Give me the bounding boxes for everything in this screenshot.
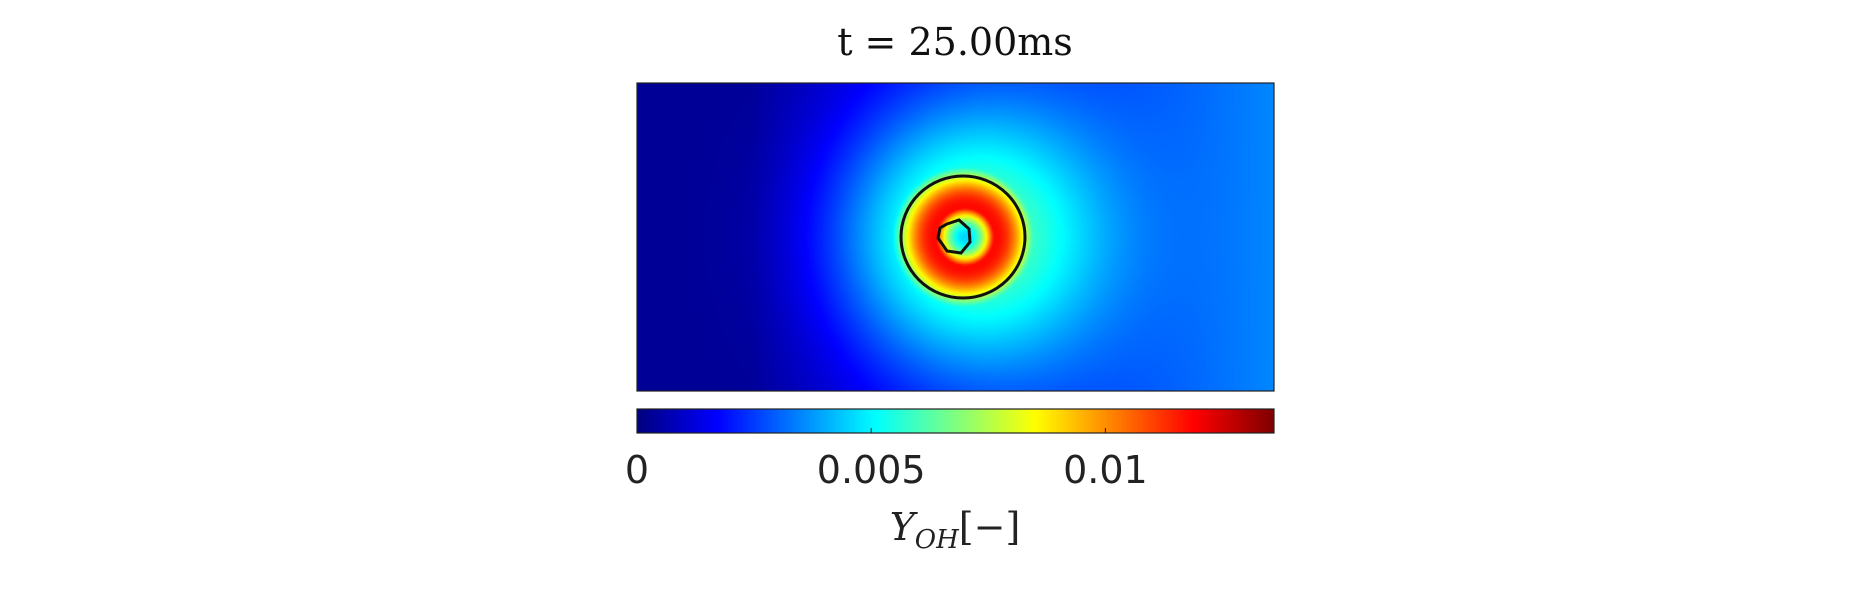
heatmap-field (637, 83, 1274, 391)
contour-outer (899, 174, 1027, 300)
colorbar-tick-label: 0.005 (817, 448, 926, 492)
colorbar-label: YOH[−] (890, 505, 1021, 555)
colorbar-gradient (637, 409, 1274, 433)
colorbar-frame (636, 408, 1275, 434)
colorbar-tick-label: 0 (625, 448, 649, 492)
colorbar-tick-label: 0.01 (1063, 448, 1148, 492)
plot-frame (636, 82, 1275, 392)
plot-area (636, 82, 1275, 392)
colorbar: 0 0.005 0.01 (625, 408, 1275, 492)
contour-inner (936, 218, 972, 255)
chart-title: t = 25.00ms (837, 20, 1073, 64)
